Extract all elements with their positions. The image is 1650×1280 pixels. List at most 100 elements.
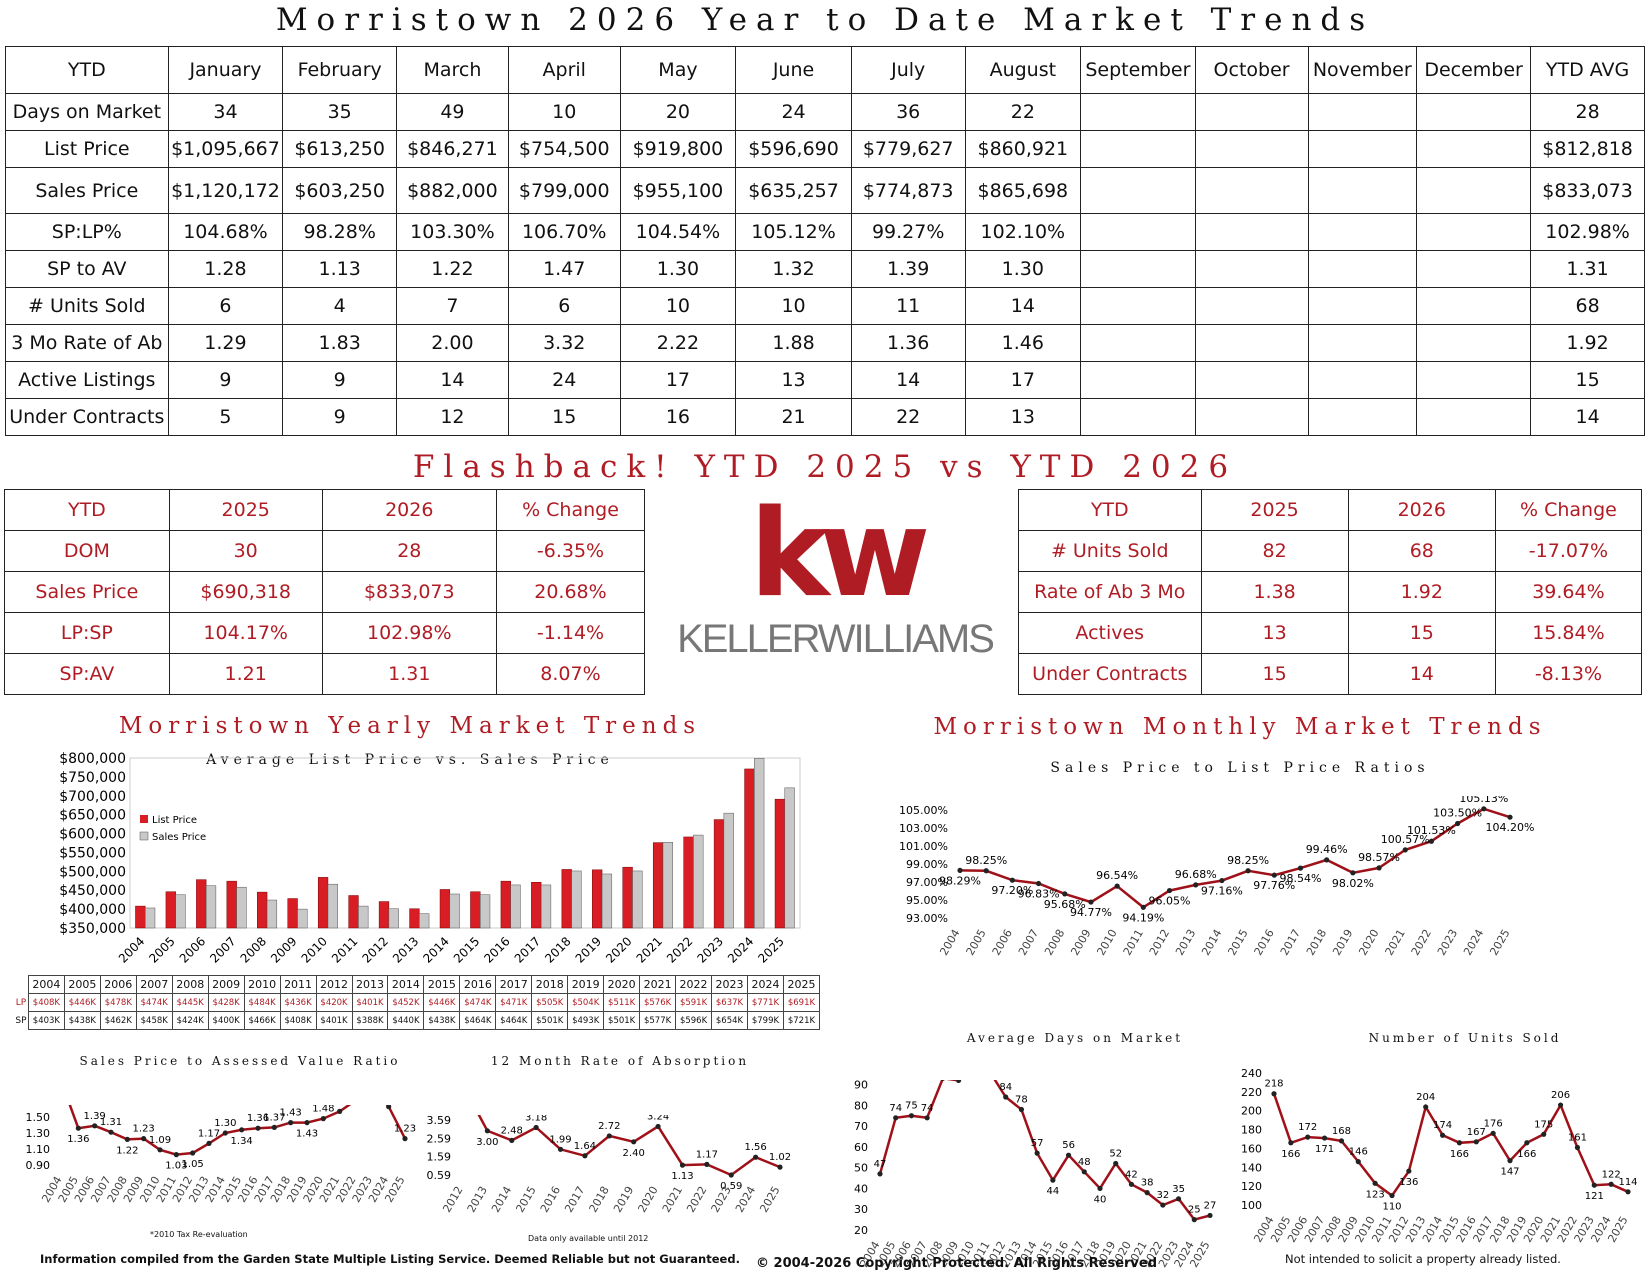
y-tick-label: 20	[854, 1224, 868, 1237]
table-cell: 22	[964, 93, 1082, 131]
year-cell: 2022	[675, 975, 713, 994]
price-cell: $464K	[495, 1011, 533, 1030]
sales-price-bar	[419, 913, 430, 929]
table-cell: 15	[1347, 612, 1496, 654]
price-cell: $474K	[459, 993, 497, 1012]
x-tick-label: 2020	[635, 1184, 660, 1215]
table-cell: 1.39	[850, 250, 966, 288]
table-cell: 1.30	[964, 250, 1082, 288]
data-point	[1376, 865, 1382, 871]
x-tick-label: 2022	[684, 1184, 709, 1215]
table-cell: 1.31	[1530, 250, 1645, 288]
table-cell: 15	[1530, 361, 1645, 399]
dom-chart-title: Average Days on Market	[966, 1031, 1184, 1045]
table-cell: $833,073	[1530, 167, 1645, 214]
table-cell	[1080, 250, 1196, 288]
data-point	[1062, 891, 1068, 897]
sales-price-bar	[632, 870, 643, 929]
table-cell	[1416, 287, 1532, 325]
x-tick-label: 2024	[725, 934, 756, 965]
price-cell: $401K	[315, 1011, 353, 1030]
table-cell: 10	[735, 287, 852, 325]
list-price-bar	[317, 877, 329, 929]
data-point	[1271, 872, 1277, 878]
price-cell: $471K	[495, 993, 533, 1012]
table-cell	[1416, 130, 1532, 168]
x-tick-label: 2010	[1094, 927, 1119, 958]
data-label: 1.39	[84, 1111, 106, 1122]
list-price-bar	[196, 879, 207, 929]
absorption-rate-chart: 0.591.592.593.594.595.596.595.4720123.00…	[427, 1115, 791, 1215]
list-price-bar	[744, 768, 755, 929]
sales-price-bar	[266, 899, 278, 929]
data-point	[1321, 1135, 1328, 1141]
price-cell: $577K	[639, 1011, 677, 1030]
list-price-bar	[592, 869, 603, 929]
table-cell	[1416, 361, 1532, 399]
y-tick-label: 240	[1241, 1067, 1262, 1080]
x-tick-label: 2013	[390, 934, 421, 965]
x-tick-label: 2015	[1225, 927, 1250, 958]
table-cell	[1080, 213, 1196, 251]
data-label: 1.05	[182, 1159, 204, 1170]
table-cell: 10	[619, 287, 737, 325]
data-label: 204	[1416, 1092, 1435, 1103]
table-cell: 14	[964, 287, 1082, 325]
price-cell: $721K	[782, 1011, 821, 1030]
price-cell: $438K	[423, 1011, 461, 1030]
row-label: Actives	[1018, 612, 1202, 654]
year-cell: 2011	[279, 975, 317, 994]
data-label: 98.29%	[939, 874, 981, 887]
data-label: 99.46%	[1306, 843, 1348, 856]
sales-price-bar	[784, 787, 795, 929]
table-cell: 15	[1200, 653, 1349, 695]
data-label: 161	[1568, 1132, 1587, 1143]
data-label: 1.36	[247, 1113, 269, 1124]
table-cell: $860,921	[964, 130, 1082, 168]
data-point	[1338, 1138, 1345, 1144]
table-cell: 102.98%	[321, 612, 497, 654]
data-label: 1.17	[696, 1149, 718, 1160]
y-tick-label: 50	[854, 1162, 868, 1175]
table-cell: 14	[1347, 653, 1496, 695]
data-point	[1009, 877, 1015, 883]
data-point	[1481, 806, 1487, 812]
col-header: YTD	[5, 46, 169, 94]
table-row: Under Contracts 5 9 12 15 16 21 22 13 14	[5, 398, 1645, 436]
data-label: 146	[1349, 1147, 1368, 1158]
data-point	[1355, 1159, 1361, 1165]
sales-price-bar	[510, 884, 521, 929]
x-tick-label: 2025	[755, 934, 786, 965]
row-label: 3 Mo Rate of Ab	[5, 324, 169, 362]
table-cell: 3.32	[507, 324, 621, 362]
data-point	[1455, 820, 1461, 827]
data-point	[753, 1154, 759, 1160]
data-point	[777, 1164, 783, 1170]
data-label: 114	[1618, 1177, 1637, 1188]
table-cell	[1194, 361, 1309, 399]
table-cell	[1080, 398, 1196, 436]
x-tick-label: 2014	[420, 934, 451, 965]
data-label: 1.23	[394, 1124, 416, 1135]
table-cell: 2.22	[619, 324, 737, 362]
table-cell: 106.70%	[507, 213, 621, 251]
sales-price-bar	[388, 908, 399, 929]
x-tick-label: 2008	[238, 934, 269, 965]
table-cell: 1.31	[321, 653, 497, 695]
data-label: 3.18	[525, 1115, 547, 1124]
sales-price-bar	[723, 812, 734, 929]
col-header: May	[619, 46, 737, 94]
list-price-bar	[287, 898, 298, 929]
data-point	[1128, 1181, 1135, 1187]
table-cell: 9	[282, 398, 398, 436]
table-cell: 12	[396, 398, 509, 436]
price-cell: $428K	[207, 993, 245, 1012]
data-point	[1018, 1106, 1025, 1113]
y-tick-label: 101.00%	[899, 840, 948, 853]
data-label: 171	[1315, 1144, 1334, 1155]
y-tick-label: 100	[1241, 1199, 1262, 1212]
price-cell: $474K	[135, 993, 173, 1012]
data-point	[877, 1171, 883, 1177]
table-cell: 17	[964, 361, 1082, 399]
table-cell: 1.32	[735, 250, 852, 288]
